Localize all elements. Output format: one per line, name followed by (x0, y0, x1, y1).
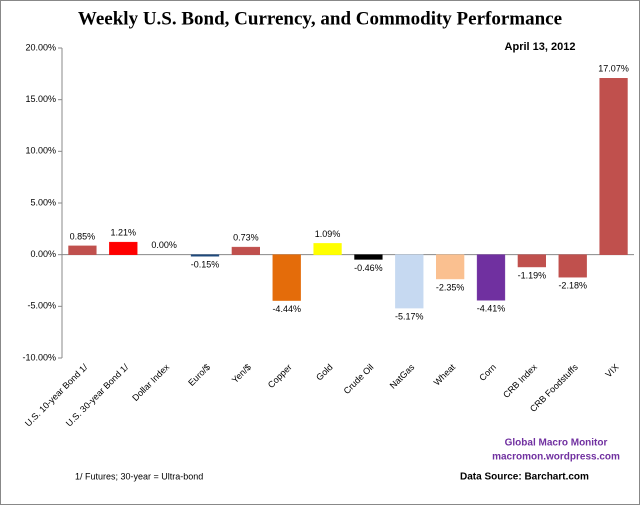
y-tick-label: 15.00% (25, 94, 56, 104)
value-label: -5.17% (395, 311, 424, 321)
bar (354, 254, 383, 260)
credit: Global Macro Monitor (505, 438, 608, 449)
bar (517, 254, 546, 268)
date: April 13, 2012 (505, 41, 576, 53)
y-tick-label: 5.00% (30, 197, 56, 207)
value-label: -2.18% (558, 281, 587, 291)
value-label: -2.35% (436, 282, 465, 292)
bar (599, 78, 628, 255)
bar (476, 254, 506, 301)
chart-title: Weekly U.S. Bond, Currency, and Commodit… (78, 8, 562, 29)
credit: macromon.wordpress.com (492, 452, 620, 463)
value-label: -0.46% (354, 263, 383, 273)
source: Data Source: Barchart.com (460, 472, 589, 483)
bar (231, 246, 260, 255)
bar (68, 245, 97, 255)
value-label: 0.00% (151, 240, 177, 250)
value-label: 1.21% (111, 228, 137, 238)
value-label: -1.19% (518, 270, 547, 280)
y-tick-label: -10.00% (22, 352, 56, 362)
value-label: -4.41% (477, 304, 506, 314)
y-tick-label: 0.00% (30, 249, 56, 259)
bar (313, 243, 342, 255)
bar (190, 254, 220, 257)
bar (272, 254, 301, 301)
bar (109, 241, 138, 255)
y-tick-label: -5.00% (27, 301, 56, 311)
value-label: 0.85% (70, 231, 96, 241)
bar (436, 254, 465, 280)
value-label: 0.73% (233, 232, 259, 242)
value-label: -4.44% (272, 304, 301, 314)
footnote: 1/ Futures; 30-year = Ultra-bond (75, 471, 203, 481)
y-tick-label: 20.00% (25, 42, 56, 52)
y-tick-label: 10.00% (25, 146, 56, 156)
bar (395, 254, 424, 309)
value-label: 17.07% (598, 64, 629, 74)
bar (558, 254, 587, 278)
value-label: 1.09% (315, 229, 341, 239)
value-label: -0.15% (191, 260, 220, 270)
